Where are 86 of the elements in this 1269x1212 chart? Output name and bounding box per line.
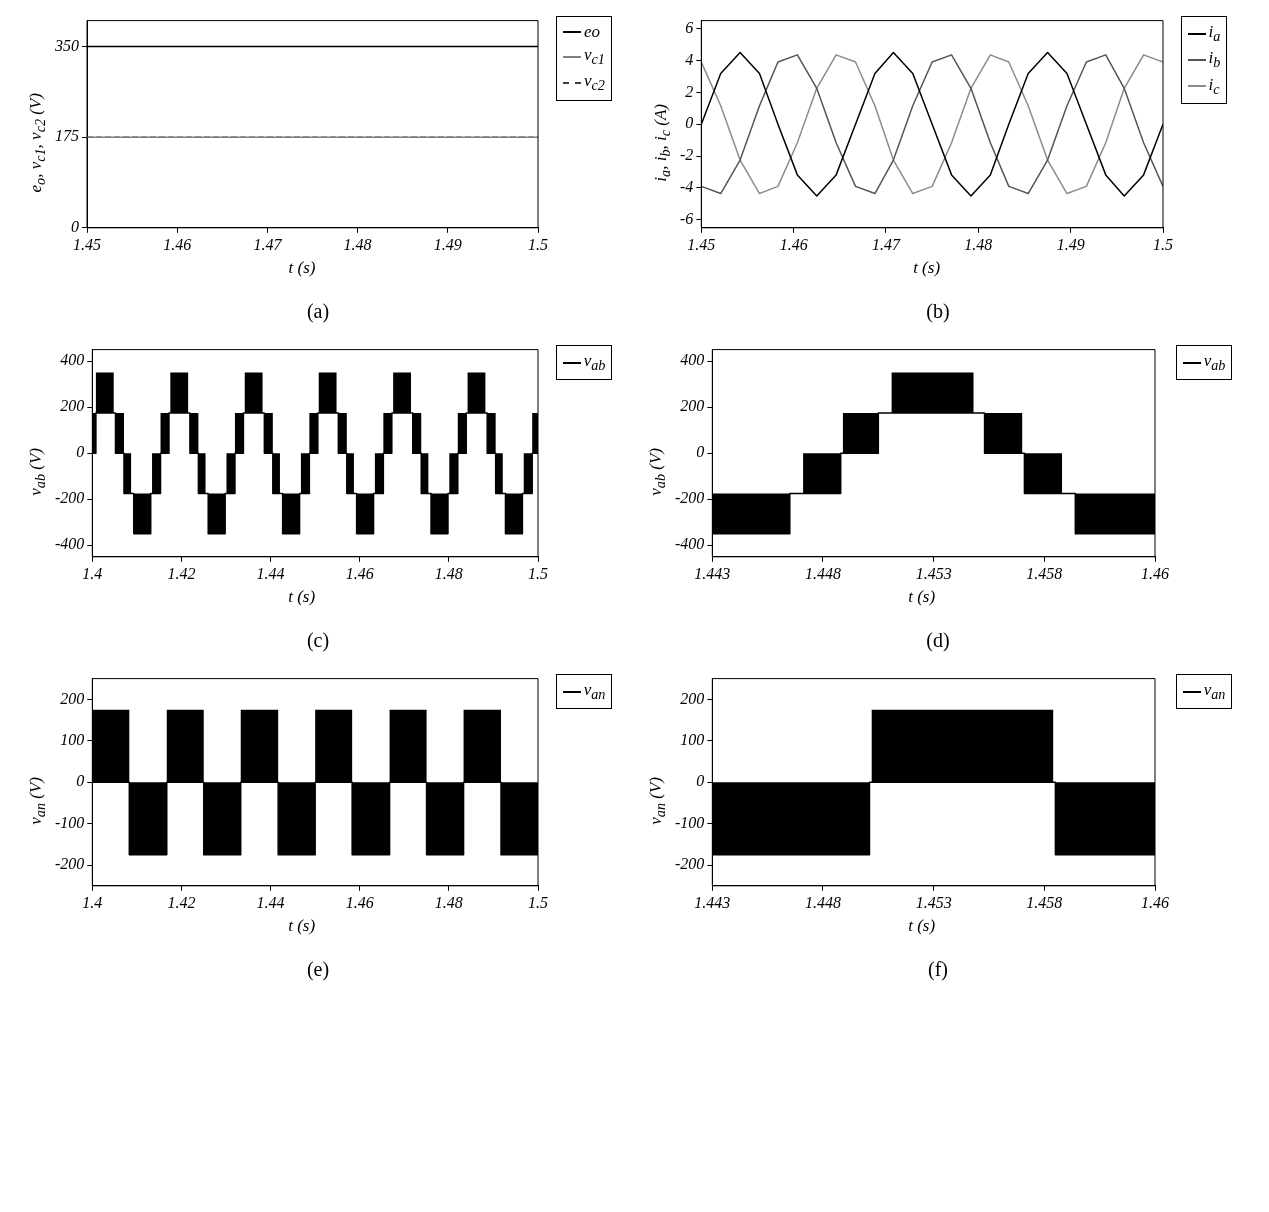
y-tick-label: -200 (54, 489, 84, 507)
y-tick-label: 200 (59, 397, 84, 415)
y-tick-label: 175 (55, 127, 80, 145)
y-tick-label: 200 (679, 689, 704, 707)
text: (d) (926, 629, 950, 652)
x-tick-label: 1.458 (1025, 893, 1062, 911)
x-tick-label: 1.453 (915, 564, 952, 582)
y-tick-label: -200 (674, 489, 704, 507)
text: (e) (306, 958, 330, 981)
legend-label: i$_{c}$ (1208, 74, 1220, 99)
x-tick-label: 1.47 (253, 235, 283, 253)
x-tick-label: 1.49 (1056, 235, 1085, 253)
x-axis-title: t (s) (907, 916, 937, 936)
x-tick-label: 1.46 (1140, 893, 1169, 911)
text: (b) (926, 300, 950, 323)
x-tick-label: 1.46 (779, 235, 808, 253)
x-tick-label: 1.448 (804, 893, 841, 911)
x-tick-label: 1.42 (167, 564, 196, 582)
x-tick-label: 1.443 (693, 564, 730, 582)
y-tick-label: -400 (54, 535, 84, 553)
y-tick-label: 100 (59, 730, 84, 748)
x-axis-title: t (s) (907, 587, 937, 607)
x-tick-label: 1.48 (343, 235, 372, 253)
y-tick-label: -200 (54, 855, 84, 873)
text: (c) (306, 629, 330, 652)
x-axis-title: t (s) (287, 587, 317, 607)
x-tick-label: 1.443 (693, 893, 730, 911)
y-tick-label: -100 (54, 813, 84, 831)
y-tick-label: 6 (684, 18, 693, 36)
x-tick-label: 1.46 (163, 235, 192, 253)
x-axis-title: t (s) (287, 916, 317, 936)
y-tick-label: 0 (71, 218, 80, 235)
text: (a) (306, 300, 330, 323)
y-tick-label: -400 (674, 535, 704, 553)
x-tick-label: 1.448 (804, 564, 841, 582)
x-tick-label: 1.48 (434, 564, 463, 582)
x-tick-label: 1.458 (1025, 564, 1062, 582)
x-axis-title: t (s) (912, 258, 942, 278)
x-tick-label: 1.48 (963, 235, 992, 253)
legend-label: v$_{an}$ (1203, 680, 1226, 704)
x-tick-label: 1.49 (433, 235, 462, 253)
x-axis-title: t (s) (287, 258, 317, 278)
y-tick-label: -2 (679, 146, 693, 164)
y-tick-label: 0 (684, 114, 693, 132)
x-tick-label: 1.47 (871, 235, 901, 253)
x-tick-label: 1.5 (527, 564, 548, 582)
y-tick-label: 0 (75, 443, 84, 461)
y-tick-label: 400 (59, 351, 84, 369)
x-tick-label: 1.44 (256, 564, 285, 582)
legend-label: v$_{ab}$ (583, 351, 606, 375)
y-tick-label: 200 (59, 689, 84, 707)
text: (f) (928, 958, 948, 981)
legend-label: i$_{b}$ (1208, 48, 1221, 72)
y-tick-label: 0 (695, 443, 704, 461)
x-tick-label: 1.46 (345, 564, 374, 582)
legend-label: eo (584, 22, 601, 42)
y-tick-label: -200 (674, 855, 704, 873)
x-tick-label: 1.45 (73, 235, 102, 253)
x-tick-label: 1.44 (256, 893, 285, 911)
y-tick-label: -100 (674, 813, 704, 831)
y-tick-label: 2 (684, 82, 693, 100)
legend-label: v$_{ab}$ (1203, 351, 1226, 375)
x-tick-label: 1.45 (686, 235, 715, 253)
y-tick-label: 0 (695, 772, 704, 790)
legend-label: v$_{c1}$ (584, 45, 605, 69)
y-tick-label: 350 (54, 36, 80, 54)
x-tick-label: 1.5 (528, 235, 549, 253)
y-tick-label: 200 (679, 397, 704, 415)
y-tick-label: 4 (684, 50, 693, 68)
x-tick-label: 1.4 (81, 893, 102, 911)
x-tick-label: 1.42 (167, 893, 196, 911)
y-tick-label: -4 (679, 178, 693, 196)
x-tick-label: 1.4 (81, 564, 102, 582)
legend-label: v$_{an}$ (583, 680, 606, 704)
y-tick-label: 400 (679, 351, 704, 369)
x-tick-label: 1.48 (434, 893, 463, 911)
x-tick-label: 1.5 (527, 893, 548, 911)
x-tick-label: 1.453 (915, 893, 952, 911)
legend-label: i$_{a}$ (1208, 22, 1221, 46)
y-tick-label: 0 (75, 772, 84, 790)
legend-label: v$_{c2}$ (584, 71, 605, 95)
y-tick-label: 100 (679, 730, 704, 748)
x-tick-label: 1.5 (1152, 235, 1173, 253)
x-tick-label: 1.46 (1140, 564, 1169, 582)
y-tick-label: -6 (679, 210, 693, 228)
x-tick-label: 1.46 (345, 893, 374, 911)
